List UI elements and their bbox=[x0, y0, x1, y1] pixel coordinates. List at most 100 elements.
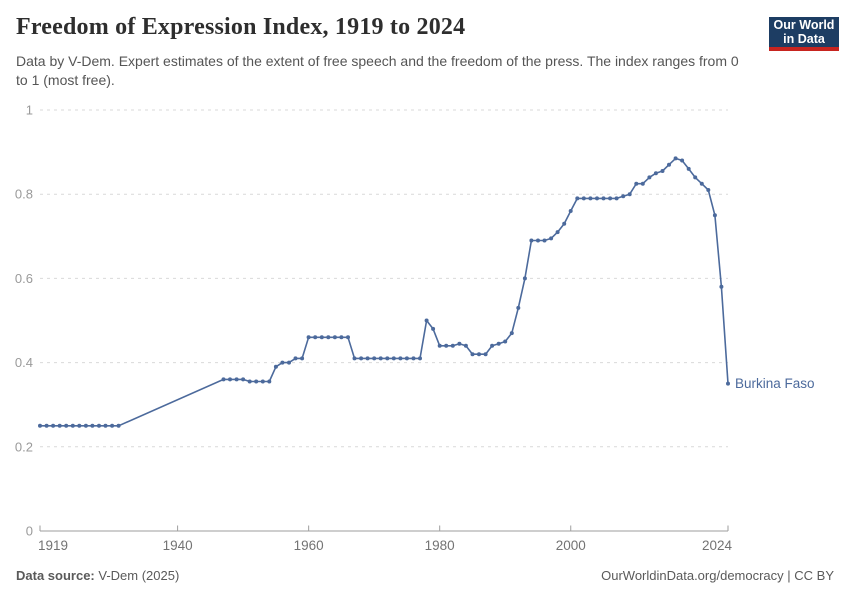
data-source: Data source: V-Dem (2025) bbox=[16, 568, 179, 583]
data-point bbox=[601, 196, 606, 201]
data-point bbox=[372, 356, 377, 361]
data-point bbox=[529, 238, 534, 243]
data-point bbox=[503, 339, 508, 344]
owid-logo-line1: Our World bbox=[773, 18, 835, 32]
data-point bbox=[332, 335, 337, 340]
data-source-label: Data source: bbox=[16, 568, 95, 583]
data-point bbox=[418, 356, 422, 361]
data-point bbox=[110, 423, 115, 428]
data-point bbox=[470, 352, 475, 357]
data-point bbox=[457, 341, 462, 346]
y-axis-tick-label: 0.6 bbox=[15, 271, 33, 286]
data-point bbox=[542, 238, 547, 243]
data-point bbox=[346, 335, 350, 340]
data-point bbox=[411, 356, 416, 361]
data-point bbox=[83, 423, 88, 428]
data-point bbox=[516, 305, 521, 310]
data-source-value: V-Dem (2025) bbox=[98, 568, 180, 583]
y-axis-tick-label: 0.4 bbox=[15, 355, 33, 370]
data-point bbox=[595, 196, 599, 201]
data-point bbox=[581, 196, 586, 201]
data-point bbox=[463, 343, 468, 348]
data-point bbox=[686, 166, 691, 171]
data-point bbox=[234, 377, 239, 382]
data-point bbox=[667, 162, 671, 167]
data-point bbox=[260, 379, 265, 384]
data-point bbox=[90, 423, 95, 428]
data-point bbox=[280, 360, 285, 365]
data-point bbox=[57, 423, 62, 428]
data-point bbox=[640, 181, 645, 186]
data-point bbox=[431, 326, 436, 331]
data-point bbox=[241, 377, 246, 382]
data-point bbox=[653, 171, 658, 176]
x-axis-tick-label: 1940 bbox=[163, 538, 193, 553]
data-point bbox=[712, 213, 717, 218]
data-point bbox=[575, 196, 580, 201]
data-point bbox=[450, 343, 455, 348]
data-point bbox=[562, 221, 567, 226]
data-point bbox=[116, 423, 121, 428]
data-point bbox=[614, 196, 619, 201]
data-point bbox=[588, 196, 593, 201]
data-point bbox=[621, 194, 626, 199]
data-point bbox=[326, 335, 331, 340]
data-point bbox=[549, 236, 554, 241]
data-point bbox=[306, 335, 311, 340]
data-point bbox=[693, 175, 698, 180]
data-point bbox=[319, 335, 324, 340]
series-entity-label: Burkina Faso bbox=[735, 375, 815, 391]
data-point bbox=[77, 423, 82, 428]
data-point bbox=[673, 156, 678, 161]
data-point bbox=[352, 356, 357, 361]
data-point bbox=[273, 364, 278, 369]
attribution-link[interactable]: OurWorldinData.org/democracy | CC BY bbox=[601, 568, 834, 583]
data-point bbox=[509, 331, 514, 336]
data-point bbox=[608, 196, 613, 201]
data-point bbox=[490, 343, 495, 348]
chart-footer: Data source: V-Dem (2025) OurWorldinData… bbox=[16, 568, 834, 583]
owid-logo: Our World in Data bbox=[769, 17, 839, 51]
data-point bbox=[404, 356, 409, 361]
data-point bbox=[627, 192, 632, 197]
data-point bbox=[378, 356, 383, 361]
data-point bbox=[313, 335, 318, 340]
y-axis-tick-label: 1 bbox=[26, 103, 33, 118]
data-point bbox=[385, 356, 390, 361]
data-point bbox=[680, 158, 685, 163]
data-point bbox=[287, 360, 291, 365]
page-title: Freedom of Expression Index, 1919 to 202… bbox=[16, 14, 466, 40]
data-point bbox=[477, 352, 481, 357]
data-point bbox=[706, 188, 711, 192]
data-point bbox=[536, 238, 540, 243]
data-point bbox=[719, 284, 724, 289]
data-point bbox=[568, 209, 573, 213]
x-axis-tick-label: 1919 bbox=[38, 538, 68, 553]
data-point bbox=[64, 423, 69, 428]
x-axis-tick-label: 1980 bbox=[425, 538, 455, 553]
data-point bbox=[359, 356, 364, 361]
y-axis-tick-label: 0 bbox=[26, 524, 33, 539]
data-point bbox=[339, 335, 344, 340]
data-point bbox=[365, 356, 370, 361]
data-point bbox=[70, 423, 75, 428]
data-line bbox=[39, 157, 729, 427]
data-point bbox=[699, 181, 704, 186]
y-axis-tick-label: 0.8 bbox=[15, 187, 33, 202]
data-point bbox=[293, 356, 298, 361]
data-point bbox=[267, 379, 272, 384]
data-point bbox=[221, 377, 226, 382]
data-point bbox=[247, 379, 252, 384]
data-point bbox=[647, 175, 652, 180]
data-point bbox=[555, 230, 560, 235]
data-point bbox=[424, 318, 429, 323]
data-point bbox=[228, 377, 232, 382]
data-point bbox=[254, 379, 259, 384]
data-point bbox=[483, 352, 488, 357]
owid-logo-line2: in Data bbox=[783, 32, 825, 46]
data-point bbox=[300, 356, 305, 361]
chart-subtitle: Data by V-Dem. Expert estimates of the e… bbox=[16, 53, 739, 88]
data-point bbox=[444, 343, 449, 348]
data-point bbox=[496, 341, 501, 346]
